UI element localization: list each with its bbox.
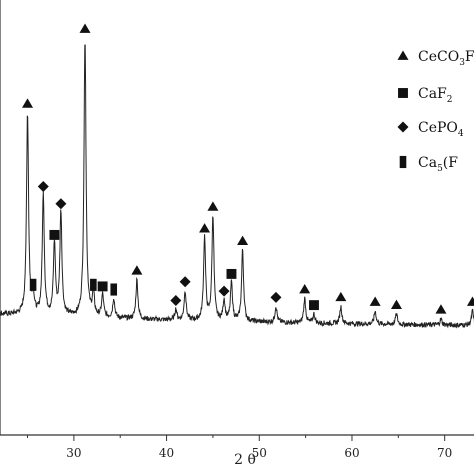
plot-area <box>0 23 474 329</box>
diamond-peak-marker <box>170 294 182 306</box>
triangle-peak-marker <box>237 235 249 246</box>
legend-bar-marker <box>399 155 407 169</box>
legend-label: CePO4 <box>418 120 464 139</box>
diamond-peak-marker <box>179 276 191 288</box>
triangle-peak-marker <box>466 296 474 306</box>
legend-label: Ca5(F <box>418 155 458 174</box>
x-ticks: 30 40 50 60 70 <box>27 435 452 460</box>
triangle-peak-marker <box>299 284 311 294</box>
x-tick-label: 60 <box>344 446 359 460</box>
bar-peak-marker <box>29 278 37 291</box>
legend-item: CeCO3F <box>397 49 474 68</box>
x-tick-label: 50 <box>252 446 267 460</box>
square-peak-marker <box>49 229 60 240</box>
legend-item: Ca5(F <box>399 155 458 174</box>
triangle-peak-marker <box>335 291 347 302</box>
legend-square-marker <box>398 88 408 98</box>
square-peak-marker <box>97 281 108 292</box>
x-tick-label: 40 <box>159 446 174 460</box>
legend-label: CeCO3F <box>418 49 474 68</box>
legend-triangle-marker <box>397 50 409 60</box>
x-tick-label: 30 <box>66 446 81 460</box>
triangle-peak-marker <box>390 299 402 309</box>
triangle-peak-marker <box>131 265 143 275</box>
triangle-peak-marker <box>369 296 381 306</box>
triangle-peak-marker <box>199 223 211 233</box>
diamond-peak-marker <box>37 181 49 193</box>
diamond-peak-marker <box>55 198 67 210</box>
diffraction-pattern-line <box>0 44 474 329</box>
legend-item: CaF2 <box>398 86 453 105</box>
triangle-peak-marker <box>435 304 447 314</box>
legend-diamond-marker <box>397 121 409 133</box>
x-tick-label: 70 <box>437 446 452 460</box>
square-peak-marker <box>309 300 319 311</box>
legend: CeCO3F CaF2 CePO4 Ca5(F <box>397 49 474 174</box>
peak-markers <box>22 23 474 314</box>
triangle-peak-marker <box>207 201 219 211</box>
diamond-peak-marker <box>218 285 230 297</box>
bar-peak-marker <box>90 278 97 291</box>
diamond-peak-marker <box>270 291 282 303</box>
x-axis-title: 2 θ <box>234 452 256 468</box>
triangle-peak-marker <box>79 23 91 33</box>
legend-label: CaF2 <box>418 86 453 105</box>
square-peak-marker <box>226 268 237 279</box>
triangle-peak-marker <box>22 98 34 108</box>
legend-item: CePO4 <box>397 120 464 139</box>
bar-peak-marker <box>110 283 118 296</box>
